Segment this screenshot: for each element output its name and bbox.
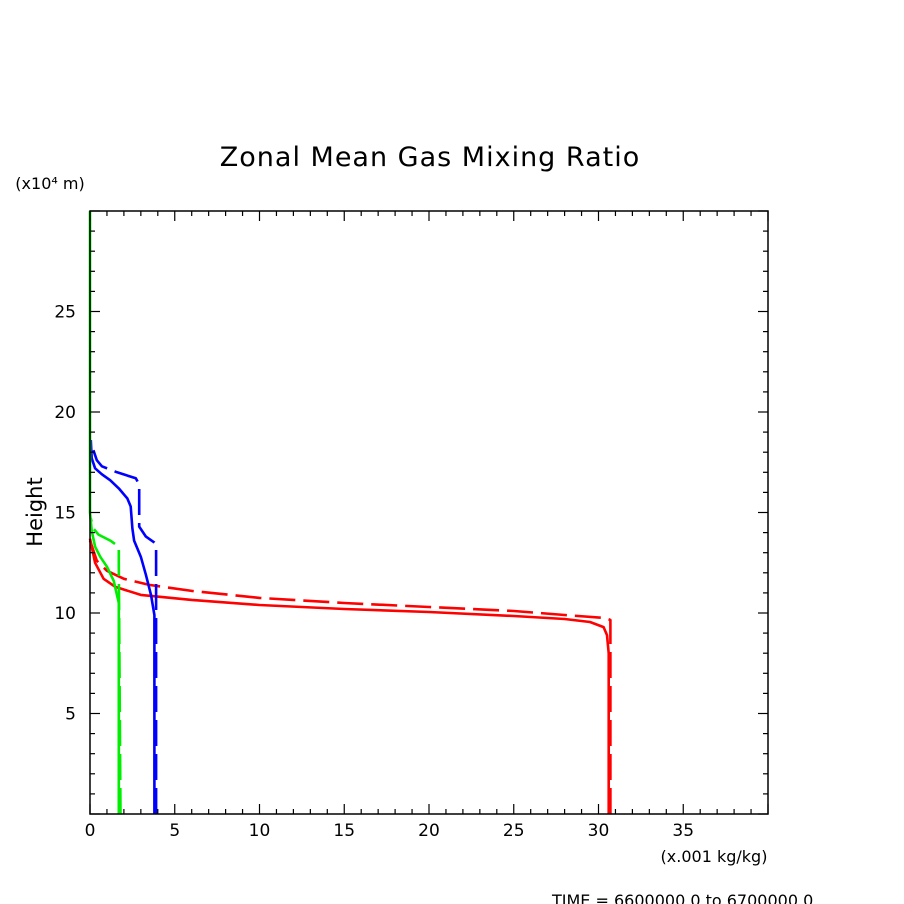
chart-title: Zonal Mean Gas Mixing Ratio [220,142,640,173]
x-tick-label: 25 [503,821,525,841]
y-tick-label: 5 [65,705,76,725]
x-axis-label: (x.001 kg/kg) [661,847,768,866]
x-tick-label: 20 [418,821,440,841]
x-tick-label: 15 [333,821,355,841]
series-layer [88,211,612,815]
y-axis-label: Height [23,477,47,546]
series-line-3 [89,440,156,814]
y-tick-label: 10 [54,604,76,624]
plot-frame [89,210,769,815]
series-line-4 [92,449,158,814]
x-tick-label: 35 [672,821,694,841]
series-line-6 [89,518,122,815]
series-line-2 [88,540,612,814]
x-tick-label: 5 [169,821,180,841]
y-tick-label: 25 [54,303,76,323]
axis-layer: 0 5 10 15 20 25 30 35 5 10 15 20 25 [54,210,769,841]
y-tick-label: 15 [54,504,76,524]
series-line-1 [88,538,611,814]
y-tick-label: 20 [54,403,76,423]
x-tick-label: 0 [85,821,96,841]
time-footer: TIME = 6600000.0 to 6700000.0 [551,891,813,904]
x-tick-label: 10 [249,821,271,841]
y-axis-unit: (x10⁴ m) [15,174,84,193]
x-tick-label: 30 [588,821,610,841]
